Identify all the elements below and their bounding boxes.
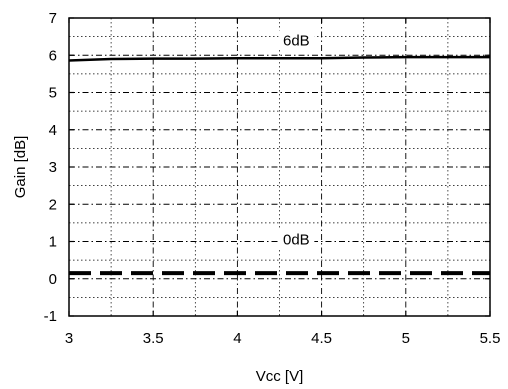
x-tick-label: 4.5 — [311, 330, 332, 347]
x-tick-label: 4 — [233, 330, 241, 347]
y-tick-label: 0 — [49, 271, 57, 288]
y-tick-labels: -1 0 1 2 3 4 5 6 7 — [44, 10, 490, 325]
y-tick-label: -1 — [44, 308, 57, 325]
annotations-group: 6dB 0dB — [278, 30, 315, 249]
annotation-label: 6dB — [283, 32, 310, 49]
y-tick-label: 3 — [49, 159, 57, 176]
x-tick-labels: 3 3.5 4 4.5 5 5.5 — [65, 18, 501, 347]
y-tick-label: 4 — [49, 122, 57, 139]
series-group — [68, 55, 490, 276]
x-tick-label: 5 — [402, 330, 410, 347]
x-tick-label: 3 — [65, 330, 73, 347]
y-tick-label: 1 — [49, 234, 57, 251]
annotation-background — [278, 30, 315, 49]
x-axis-label: Vcc [V] — [256, 368, 304, 385]
grid — [69, 18, 490, 316]
y-tick-label: 6 — [49, 47, 57, 64]
annotation-label: 0dB — [283, 232, 310, 249]
y-axis-label: Gain [dB] — [12, 136, 29, 199]
y-tick-label: 5 — [49, 85, 57, 102]
annotation-background — [278, 229, 315, 248]
series-line-solid — [68, 55, 490, 62]
y-tick-label: 2 — [49, 196, 57, 213]
y-tick-label: 7 — [49, 10, 57, 27]
x-tick-label: 5.5 — [480, 330, 501, 347]
x-tick-label: 3.5 — [143, 330, 164, 347]
